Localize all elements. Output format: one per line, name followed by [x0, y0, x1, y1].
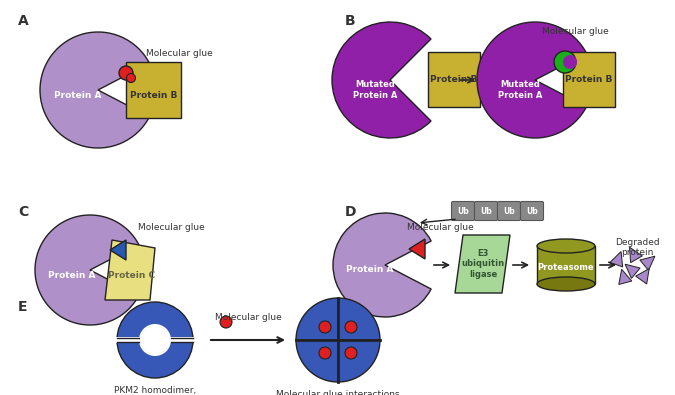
Wedge shape [296, 340, 338, 382]
Circle shape [126, 73, 136, 83]
Circle shape [319, 347, 331, 359]
Polygon shape [110, 240, 126, 260]
Text: C: C [18, 205, 28, 219]
Circle shape [319, 321, 331, 333]
Bar [537, 246, 595, 284]
Wedge shape [477, 22, 587, 138]
Polygon shape [610, 252, 622, 267]
Text: Protein B: Protein B [431, 75, 478, 85]
Text: Ub: Ub [457, 207, 469, 216]
Polygon shape [105, 240, 155, 300]
Bar [563, 52, 615, 107]
Text: Mutated
Protein A: Mutated Protein A [497, 80, 542, 100]
Polygon shape [409, 239, 425, 259]
Bar [428, 52, 480, 107]
Text: Molecular glue: Molecular glue [215, 314, 281, 322]
Ellipse shape [537, 239, 595, 253]
Polygon shape [640, 256, 655, 270]
Text: Ub: Ub [526, 207, 538, 216]
Wedge shape [338, 340, 380, 382]
Text: Ub: Ub [480, 207, 492, 216]
Circle shape [119, 66, 133, 80]
Text: A: A [18, 14, 29, 28]
Bar [115, 337, 195, 343]
Polygon shape [625, 264, 640, 278]
Text: Protein A: Protein A [48, 271, 96, 280]
Wedge shape [35, 215, 139, 325]
Text: Protein C: Protein C [109, 271, 155, 280]
Text: E: E [18, 300, 28, 314]
Wedge shape [296, 298, 338, 340]
Polygon shape [636, 269, 649, 284]
Wedge shape [117, 302, 193, 340]
Text: Molecular glue interactions
stabilize PKM2 tetramer, more
active: Molecular glue interactions stabilize PK… [269, 390, 406, 395]
FancyBboxPatch shape [520, 201, 543, 220]
Text: Molecular glue: Molecular glue [138, 224, 205, 233]
Text: Degraded
protein: Degraded protein [615, 238, 659, 258]
Ellipse shape [537, 277, 595, 291]
Text: B: B [345, 14, 356, 28]
Circle shape [220, 316, 232, 328]
Circle shape [563, 55, 577, 69]
Text: Proteasome: Proteasome [538, 263, 594, 271]
Wedge shape [338, 298, 380, 340]
Wedge shape [139, 324, 171, 340]
Polygon shape [619, 269, 632, 284]
Circle shape [345, 321, 357, 333]
Polygon shape [455, 235, 510, 293]
Wedge shape [333, 213, 431, 317]
Text: Mutated
Protein A: Mutated Protein A [353, 80, 397, 100]
Wedge shape [139, 340, 171, 356]
FancyBboxPatch shape [452, 201, 475, 220]
Text: Molecular glue: Molecular glue [146, 49, 213, 58]
Text: Protein B: Protein B [565, 75, 613, 85]
FancyBboxPatch shape [475, 201, 497, 220]
Text: E3
ubiquitin
ligase: E3 ubiquitin ligase [462, 249, 504, 279]
Text: Protein B: Protein B [130, 90, 177, 100]
Circle shape [554, 51, 576, 73]
Wedge shape [40, 32, 149, 148]
Polygon shape [630, 247, 643, 263]
FancyBboxPatch shape [497, 201, 520, 220]
Text: D: D [345, 205, 356, 219]
Circle shape [345, 347, 357, 359]
Wedge shape [117, 340, 193, 378]
Text: Protein A: Protein A [346, 265, 394, 275]
Text: Ub: Ub [503, 207, 515, 216]
Text: Molecular glue: Molecular glue [541, 28, 608, 36]
Text: PKM2 homodimer,
less active: PKM2 homodimer, less active [114, 386, 196, 395]
Text: Molecular glue: Molecular glue [407, 222, 474, 231]
Bar [126, 62, 181, 118]
Wedge shape [332, 22, 431, 138]
Text: Protein A: Protein A [54, 90, 102, 100]
